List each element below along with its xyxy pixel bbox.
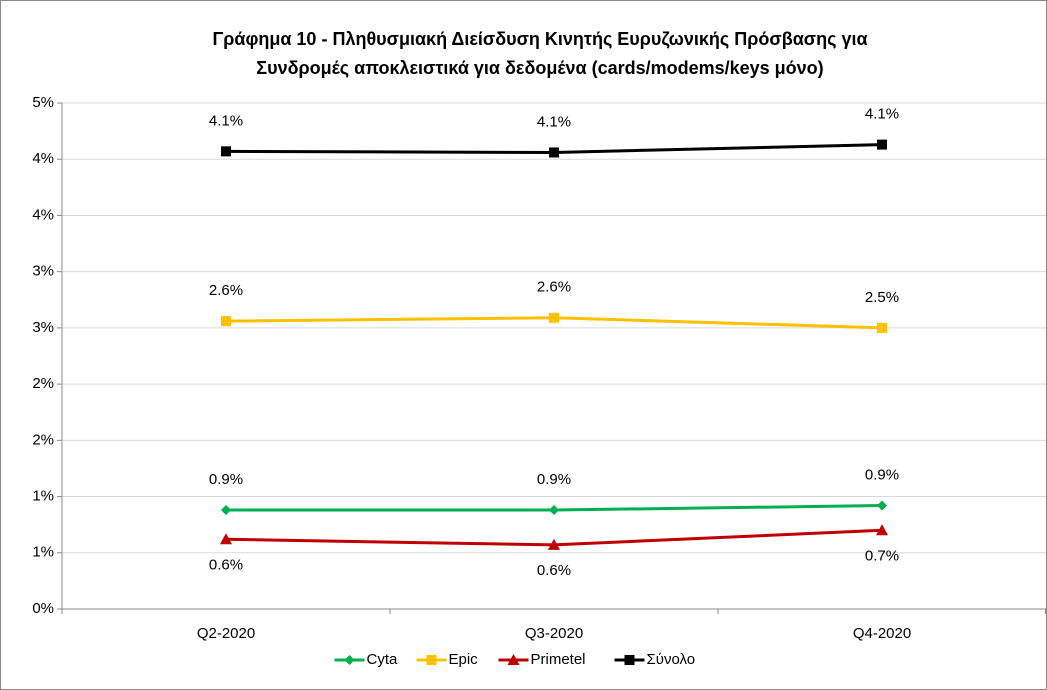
y-tick-label: 1% — [32, 544, 54, 561]
y-tick-label: 2% — [32, 375, 54, 392]
data-label: 0.6% — [537, 562, 571, 579]
legend-label: Epic — [449, 651, 479, 668]
data-label: 4.1% — [865, 106, 899, 123]
data-label: 0.9% — [865, 467, 899, 484]
marker — [548, 538, 560, 550]
y-tick-label: 4% — [32, 150, 54, 167]
y-tick-label: 1% — [32, 488, 54, 505]
y-tick-label: 3% — [32, 263, 54, 280]
data-label: 0.9% — [537, 471, 571, 488]
marker — [507, 654, 520, 665]
data-label: 2.6% — [209, 282, 243, 299]
y-tick-label: 0% — [32, 600, 54, 617]
marker — [877, 322, 887, 333]
data-label: 4.1% — [537, 113, 571, 130]
marker — [221, 316, 231, 327]
data-label: 0.7% — [865, 547, 899, 564]
marker — [624, 655, 635, 665]
x-tick-label: Q3-2020 — [525, 625, 583, 642]
data-label: 2.6% — [537, 279, 571, 296]
legend-label: Σύνολο — [647, 651, 696, 668]
marker — [221, 146, 231, 157]
legend-label: Primetel — [531, 651, 586, 668]
marker — [549, 147, 559, 158]
marker — [876, 524, 888, 536]
data-label: 0.6% — [209, 556, 243, 573]
y-tick-label: 2% — [32, 431, 54, 448]
marker — [549, 312, 559, 323]
marker — [877, 139, 887, 150]
chart-title: Συνδρομές αποκλειστικά για δεδομένα (car… — [256, 58, 823, 78]
marker — [221, 505, 231, 516]
x-tick-label: Q2-2020 — [197, 625, 255, 642]
marker — [426, 655, 437, 665]
y-tick-label: 4% — [32, 206, 54, 223]
data-label: 0.9% — [209, 471, 243, 488]
y-tick-label: 5% — [32, 94, 54, 111]
chart-title: Γράφημα 10 - Πληθυσμιακή Διείσδυση Κινητ… — [212, 29, 867, 50]
data-label: 4.1% — [209, 112, 243, 129]
marker — [877, 500, 887, 511]
marker — [549, 505, 559, 516]
marker — [344, 655, 355, 665]
legend-label: Cyta — [367, 651, 399, 668]
x-tick-label: Q4-2020 — [853, 625, 911, 642]
data-label: 2.5% — [865, 289, 899, 306]
y-tick-label: 3% — [32, 319, 54, 336]
marker — [220, 533, 232, 545]
